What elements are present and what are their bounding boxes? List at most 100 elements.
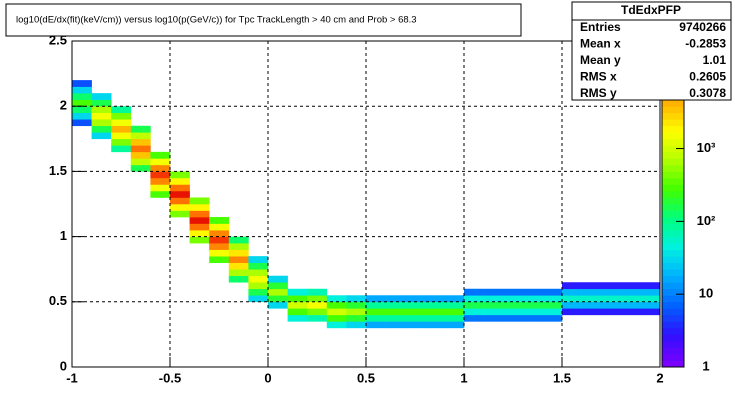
cell xyxy=(170,204,190,211)
cell xyxy=(150,177,171,185)
stats-value: 0.3078 xyxy=(689,86,726,100)
cell xyxy=(287,295,308,303)
cell xyxy=(326,314,347,322)
cell xyxy=(248,256,269,263)
cell xyxy=(209,243,230,250)
cell xyxy=(542,314,563,322)
palette-step xyxy=(662,204,684,211)
palette-step xyxy=(662,132,684,140)
cell xyxy=(542,308,563,316)
palette-step xyxy=(662,236,684,244)
cell xyxy=(424,308,445,316)
stats-name: Entries xyxy=(580,20,621,34)
cell xyxy=(483,301,504,309)
cell xyxy=(248,282,269,290)
cell xyxy=(522,288,543,296)
z-tick-label: 10 xyxy=(699,286,713,301)
cell xyxy=(189,204,210,211)
cell xyxy=(503,314,524,322)
palette-step xyxy=(662,145,684,153)
cell xyxy=(130,145,151,153)
cell xyxy=(326,321,347,329)
stats-value: 0.2605 xyxy=(689,70,726,84)
cell xyxy=(228,269,249,277)
cell xyxy=(72,86,92,94)
cell xyxy=(503,295,524,303)
cell xyxy=(287,301,308,309)
title-box xyxy=(5,3,522,37)
cell xyxy=(91,99,112,107)
cell xyxy=(385,314,406,322)
x-tick-label: 0.5 xyxy=(357,370,375,385)
cell xyxy=(130,132,151,140)
cell xyxy=(346,308,367,316)
cell xyxy=(444,308,465,316)
cell xyxy=(542,288,563,296)
palette-step xyxy=(662,288,684,296)
z-tick-label: 10³ xyxy=(697,140,716,155)
cell xyxy=(91,93,112,100)
cell xyxy=(91,106,112,114)
cell xyxy=(209,223,230,231)
cell xyxy=(542,295,563,303)
cell xyxy=(189,217,210,224)
cell xyxy=(346,321,367,329)
cell xyxy=(150,190,171,198)
frame xyxy=(71,40,661,368)
cell xyxy=(72,119,92,127)
cell xyxy=(91,125,112,133)
cell xyxy=(385,301,406,309)
cell xyxy=(170,177,190,185)
cell xyxy=(581,288,602,296)
palette-step xyxy=(662,99,684,107)
palette-step xyxy=(662,301,684,309)
cell xyxy=(385,308,406,316)
cell xyxy=(209,230,230,237)
cell xyxy=(130,158,151,166)
cell xyxy=(366,295,386,303)
palette-step xyxy=(662,347,684,355)
cell xyxy=(130,151,151,159)
cell xyxy=(405,301,426,309)
cell xyxy=(268,282,288,290)
cell xyxy=(464,295,484,303)
cell xyxy=(346,295,367,303)
cell xyxy=(228,243,249,250)
cell xyxy=(385,295,406,303)
x-tick-label: 1.5 xyxy=(553,370,571,385)
palette-step xyxy=(662,223,684,231)
palette-step xyxy=(662,197,684,205)
stats-name: RMS y xyxy=(580,86,617,100)
palette-step xyxy=(662,256,684,264)
palette-step xyxy=(662,249,684,257)
cell xyxy=(111,112,132,120)
cell xyxy=(405,308,426,316)
cell xyxy=(503,308,524,316)
cell xyxy=(562,301,582,309)
cell xyxy=(248,269,269,277)
x-tick-label: 2 xyxy=(656,370,663,385)
y-tick-label: 1.5 xyxy=(49,163,67,178)
palette-step xyxy=(662,217,684,224)
palette-step xyxy=(662,164,684,172)
cell xyxy=(170,210,190,218)
cell xyxy=(150,151,171,159)
cell xyxy=(581,308,602,316)
cell xyxy=(189,236,210,244)
palette-step xyxy=(662,190,684,198)
cell xyxy=(72,106,92,114)
cell xyxy=(640,288,661,296)
cell xyxy=(111,138,132,146)
cell xyxy=(562,308,582,316)
cell xyxy=(72,93,92,100)
y-tick-label: 2 xyxy=(60,98,67,113)
cell xyxy=(601,288,622,296)
cell xyxy=(268,275,288,283)
cells xyxy=(72,80,661,329)
cell xyxy=(503,288,524,296)
cell xyxy=(620,295,641,303)
cell xyxy=(189,210,210,218)
stats-value: -0.2853 xyxy=(685,37,726,51)
